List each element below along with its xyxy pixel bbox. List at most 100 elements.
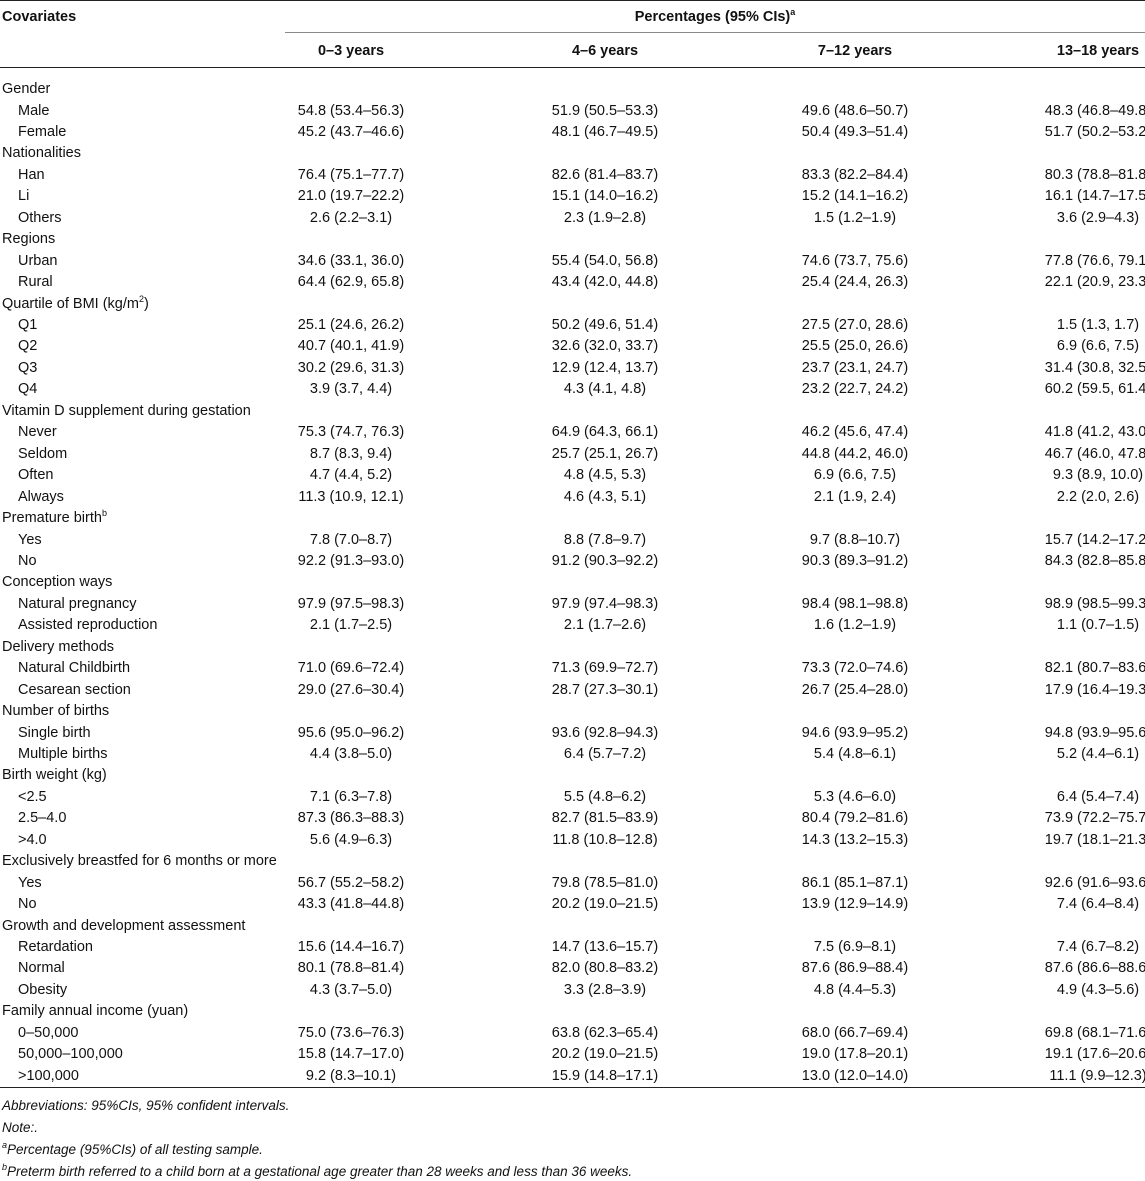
row-label: Normal xyxy=(18,960,65,977)
row-label: Cesarean section xyxy=(18,681,131,698)
cell: 92.2 (91.3–93.0) xyxy=(297,552,405,569)
row-label: Multiple births xyxy=(18,745,108,762)
row-label: Q3 xyxy=(18,359,38,376)
group-text: Quartile of BMI (kg/m xyxy=(2,295,139,312)
percentages-header: Percentages (95% CIs)a xyxy=(635,8,796,26)
group-label: Growth and development assessment xyxy=(2,917,245,935)
cell: 4.9 (4.3–5.6) xyxy=(1056,981,1140,998)
cell: 15.2 (14.1–16.2) xyxy=(801,188,909,205)
cell: 25.4 (24.4, 26.3) xyxy=(801,274,909,290)
cell: 2.1 (1.7–2.6) xyxy=(563,617,647,634)
cell: 80.3 (78.8–81.8) xyxy=(1044,166,1145,183)
footnote-sup: a xyxy=(2,1140,8,1150)
cell: 87.3 (86.3–88.3) xyxy=(297,810,405,827)
cell: 40.7 (40.1, 41.9) xyxy=(297,338,405,355)
cell: 4.3 (3.7–5.0) xyxy=(309,981,393,998)
cell: 7.1 (6.3–7.8) xyxy=(309,788,393,805)
row-label: >100,000 xyxy=(18,1067,79,1084)
cell: 25.7 (25.1, 26.7) xyxy=(551,445,659,462)
cell: 21.0 (19.7–22.2) xyxy=(297,188,405,205)
cell: 73.3 (72.0–74.6) xyxy=(801,660,909,677)
cell: 63.8 (62.3–65.4) xyxy=(551,1024,659,1041)
group-label: Family annual income (yuan) xyxy=(2,1002,188,1020)
cell: 11.3 (10.9, 12.1) xyxy=(298,488,404,505)
cell: 4.8 (4.5, 5.3) xyxy=(563,467,647,484)
cell: 28.7 (27.3–30.1) xyxy=(551,681,659,698)
cell: 51.7 (50.2–53.2) xyxy=(1044,123,1145,140)
cell: 2.3 (1.9–2.8) xyxy=(563,209,647,226)
group-label: Premature birthb xyxy=(2,509,107,527)
header-text: Percentages (95% CIs) xyxy=(634,9,791,25)
group-text: Family annual income (yuan) xyxy=(2,1003,189,1020)
cell: 12.9 (12.4, 13.7) xyxy=(551,359,659,376)
cell: 43.3 (41.8–44.8) xyxy=(297,896,405,913)
row-label: Yes xyxy=(18,874,42,891)
cell: 92.6 (91.6–93.6) xyxy=(1044,874,1145,891)
cell: 25.5 (25.0, 26.6) xyxy=(801,338,909,355)
cell: 4.7 (4.4, 5.2) xyxy=(309,467,393,484)
cell: 90.3 (89.3–91.2) xyxy=(801,552,909,569)
row-label: 0–50,000 xyxy=(18,1024,79,1041)
cell: 9.3 (8.9, 10.0) xyxy=(1052,467,1144,484)
cell: 19.0 (17.8–20.1) xyxy=(801,1046,909,1063)
cell: 2.2 (2.0, 2.6) xyxy=(1056,488,1140,505)
cell: 4.6 (4.3, 5.1) xyxy=(563,488,647,505)
cell: 7.5 (6.9–8.1) xyxy=(813,939,897,955)
cell: 2.1 (1.9, 2.4) xyxy=(813,488,897,505)
row-label: Single birth xyxy=(18,724,91,741)
cell: 82.1 (80.7–83.6) xyxy=(1044,660,1145,677)
cell: 77.8 (76.6, 79.1) xyxy=(1044,252,1145,269)
cell: 13.0 (12.0–14.0) xyxy=(801,1067,909,1084)
group-label: Birth weight (kg) xyxy=(2,766,107,784)
cell: 1.5 (1.2–1.9) xyxy=(813,209,897,226)
group-sup: 2 xyxy=(138,293,144,304)
cell: 86.1 (85.1–87.1) xyxy=(801,874,909,891)
cell: 2.1 (1.7–2.5) xyxy=(309,617,393,634)
cell: 31.4 (30.8, 32.5) xyxy=(1044,359,1145,376)
cell: 83.3 (82.2–84.4) xyxy=(801,166,909,183)
cell: 19.7 (18.1–21.3) xyxy=(1044,831,1145,848)
cell: 4.4 (3.8–5.0) xyxy=(309,745,393,762)
cell: 8.8 (7.8–9.7) xyxy=(563,531,647,548)
group-text: Exclusively breastfed for 6 months or mo… xyxy=(2,853,277,870)
cell: 6.9 (6.6, 7.5) xyxy=(813,467,897,484)
cell: 9.2 (8.3–10.1) xyxy=(305,1067,397,1084)
row-label: Male xyxy=(18,102,50,119)
footnote: aPercentage (95%CIs) of all testing samp… xyxy=(2,1141,263,1159)
footnote: Note:. xyxy=(2,1119,38,1137)
cell: 17.9 (16.4–19.3) xyxy=(1044,681,1145,698)
cell: 71.0 (69.6–72.4) xyxy=(297,660,405,677)
footnote-text: Note:. xyxy=(2,1120,39,1135)
row-label: Li xyxy=(18,188,30,205)
cell: 79.8 (78.5–81.0) xyxy=(551,874,659,891)
cell: 20.2 (19.0–21.5) xyxy=(551,1046,659,1063)
footnote-sup: b xyxy=(2,1162,8,1172)
cell: 60.2 (59.5, 61.4) xyxy=(1044,381,1145,398)
top-rule xyxy=(0,0,1145,1)
cell: 23.7 (23.1, 24.7) xyxy=(801,359,909,376)
cell: 1.1 (0.7–1.5) xyxy=(1056,617,1140,634)
row-label: Q4 xyxy=(18,381,38,398)
row-label: Urban xyxy=(18,252,58,269)
group-text: Premature birth xyxy=(2,510,102,526)
cell: 6.4 (5.7–7.2) xyxy=(563,745,647,762)
cell: 49.6 (48.6–50.7) xyxy=(801,102,909,119)
cell: 32.6 (32.0, 33.7) xyxy=(551,338,659,355)
cell: 97.9 (97.5–98.3) xyxy=(297,595,405,612)
cell: 84.3 (82.8–85.8) xyxy=(1044,552,1145,569)
cell: 50.4 (49.3–51.4) xyxy=(801,123,909,140)
cell: 44.8 (44.2, 46.0) xyxy=(801,445,909,462)
cell: 56.7 (55.2–58.2) xyxy=(297,874,405,891)
cell: 76.4 (75.1–77.7) xyxy=(297,166,405,183)
cell: 4.3 (4.1, 4.8) xyxy=(563,381,647,398)
row-label: Natural pregnancy xyxy=(18,595,137,612)
footnote-text: Abbreviations: 95%CIs, 95% confident int… xyxy=(2,1098,290,1113)
cell: 5.5 (4.8–6.2) xyxy=(563,788,647,805)
cell: 41.8 (41.2, 43.0) xyxy=(1044,424,1145,441)
footnote: bPreterm birth referred to a child born … xyxy=(2,1163,632,1181)
row-label: Q1 xyxy=(18,316,38,333)
row-label: Seldom xyxy=(18,445,68,462)
cell: 14.7 (13.6–15.7) xyxy=(551,939,659,955)
group-label: Delivery methods xyxy=(2,638,114,656)
